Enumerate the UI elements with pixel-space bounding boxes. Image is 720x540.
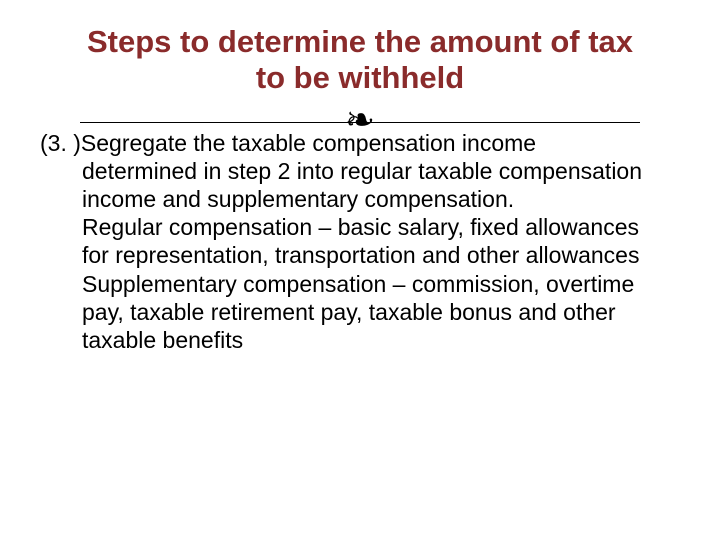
supp-comp-label: Supplementary compensation [82,271,386,297]
divider: ❧ [80,105,640,139]
slide: Steps to determine the amount of tax to … [0,0,720,540]
regular-comp-label: Regular compensation [82,214,312,240]
slide-title: Steps to determine the amount of tax to … [70,24,650,95]
body-line-rest: determined in step 2 into regular taxabl… [82,157,660,213]
list-marker: (3. ) [40,130,81,156]
body-text: (3. )Segregate the taxable compensation … [40,129,680,353]
flourish-icon: ❧ [345,102,375,138]
